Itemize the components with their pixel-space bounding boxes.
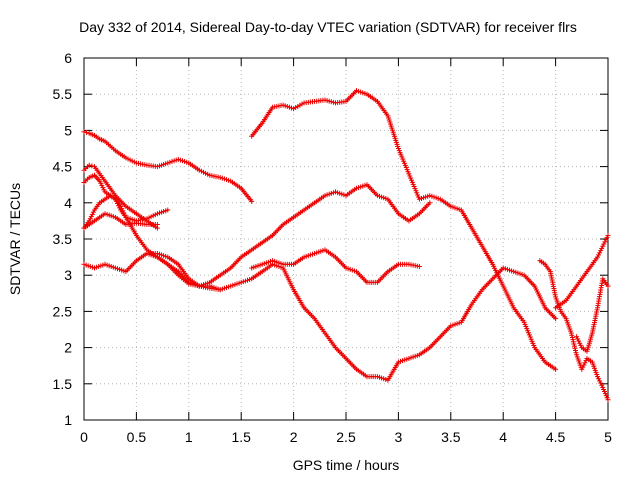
series-1 <box>81 129 255 204</box>
x-tick-label: 3.5 <box>441 429 461 445</box>
y-tick-label: 3 <box>64 267 72 283</box>
y-tick-label: 5.5 <box>53 86 73 102</box>
x-tick-label: 1.5 <box>231 429 251 445</box>
x-tick-label: 5 <box>604 429 612 445</box>
series-8 <box>249 88 559 372</box>
x-tick-label: 2.5 <box>336 429 356 445</box>
y-axis-ticks: 1 1.5 2 2.5 3 3.5 4 4.5 5 5.5 6 <box>53 50 608 428</box>
series-10 <box>537 258 611 403</box>
series-12 <box>574 276 611 354</box>
plot-frame <box>83 57 609 421</box>
data-series <box>81 88 611 403</box>
y-tick-label: 6 <box>64 50 72 66</box>
series-line <box>83 131 253 202</box>
y-tick-label: 4.5 <box>53 159 73 175</box>
series-9 <box>249 247 422 285</box>
x-tick-label: 0 <box>80 429 88 445</box>
y-tick-label: 1.5 <box>53 376 73 392</box>
series-6 <box>81 251 559 383</box>
series-11 <box>553 232 611 311</box>
y-tick-label: 2.5 <box>53 303 73 319</box>
x-tick-label: 0.5 <box>127 429 147 445</box>
series-line <box>251 90 557 370</box>
x-axis-ticks: 0 0.5 1 1.5 2 2.5 3 3.5 4 4.5 5 <box>80 58 612 445</box>
x-axis-label: GPS time / hours <box>293 457 400 473</box>
series-7 <box>144 182 433 289</box>
x-tick-label: 3 <box>395 429 403 445</box>
x-tick-label: 2 <box>290 429 298 445</box>
y-tick-label: 4 <box>64 195 72 211</box>
series-3 <box>81 172 223 293</box>
chart-title: Day 332 of 2014, Sidereal Day-to-day VTE… <box>79 19 577 35</box>
series-5 <box>81 211 160 231</box>
y-tick-label: 2 <box>64 340 72 356</box>
x-tick-label: 4.5 <box>546 429 566 445</box>
series-line <box>83 253 557 381</box>
y-axis-label: SDTVAR / TECUs <box>7 183 23 295</box>
x-tick-label: 4 <box>499 429 507 445</box>
y-tick-label: 3.5 <box>53 231 73 247</box>
series-line <box>83 174 221 291</box>
y-tick-label: 1 <box>64 412 72 428</box>
series-line <box>576 278 609 352</box>
grid-lines <box>84 58 608 420</box>
x-tick-label: 1 <box>185 429 193 445</box>
y-tick-label: 5 <box>64 122 72 138</box>
